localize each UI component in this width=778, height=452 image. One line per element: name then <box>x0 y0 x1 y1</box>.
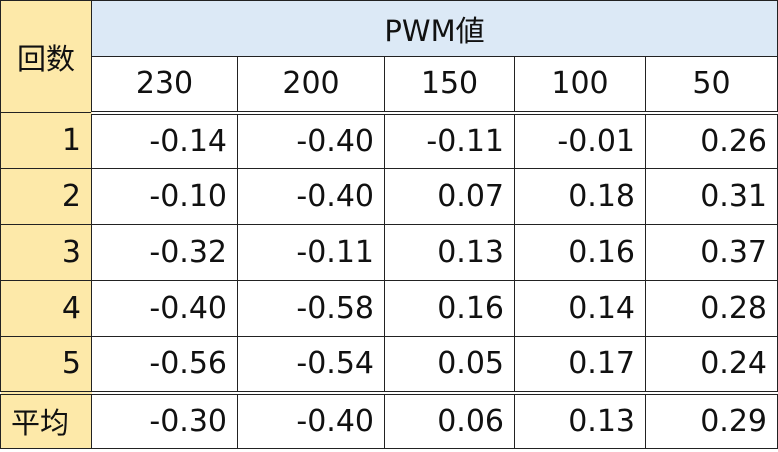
row-label: 2 <box>0 168 92 225</box>
data-cell: -0.40 <box>237 168 385 225</box>
data-cell: -0.10 <box>91 168 238 225</box>
table-row: 5 -0.56 -0.54 0.05 0.17 0.24 <box>0 336 778 393</box>
table-row: 1 -0.14 -0.40 -0.11 -0.01 0.26 <box>0 112 778 169</box>
average-label: 平均 <box>0 390 92 449</box>
corner-header: 回数 <box>0 0 92 113</box>
data-cell: 0.17 <box>514 336 646 393</box>
average-cell: -0.40 <box>237 390 385 449</box>
column-header: 230 <box>91 56 238 115</box>
data-cell: 0.37 <box>644 224 778 281</box>
data-cell: -0.58 <box>237 280 385 337</box>
data-cell: 0.18 <box>514 168 646 225</box>
average-cell: 0.06 <box>384 390 515 449</box>
data-cell: -0.11 <box>237 224 385 281</box>
data-cell: -0.56 <box>91 336 238 393</box>
table-row: 4 -0.40 -0.58 0.16 0.14 0.28 <box>0 280 778 337</box>
average-cell: -0.30 <box>91 390 238 449</box>
row-label: 3 <box>0 224 92 281</box>
column-header-row: 230 200 150 100 50 <box>1 56 778 115</box>
average-row: 平均 -0.30 -0.40 0.06 0.13 0.29 <box>0 390 778 449</box>
data-cell: 0.26 <box>644 112 778 169</box>
table-row: 2 -0.10 -0.40 0.07 0.18 0.31 <box>0 168 778 225</box>
data-cell: -0.40 <box>237 112 385 169</box>
data-cell: -0.14 <box>91 112 238 169</box>
data-cell: 0.14 <box>514 280 646 337</box>
data-cell: 0.13 <box>384 224 515 281</box>
column-header: 150 <box>384 56 515 115</box>
average-cell: 0.13 <box>514 390 646 449</box>
column-header: 50 <box>644 56 778 115</box>
data-cell: -0.11 <box>384 112 515 169</box>
row-label: 5 <box>0 336 92 393</box>
data-cell: -0.40 <box>91 280 238 337</box>
data-cell: -0.01 <box>514 112 646 169</box>
row-label: 4 <box>0 280 92 337</box>
average-cell: 0.29 <box>644 390 778 449</box>
data-cell: -0.32 <box>91 224 238 281</box>
data-cell: 0.28 <box>644 280 778 337</box>
data-cell: -0.54 <box>237 336 385 393</box>
data-cell: 0.31 <box>644 168 778 225</box>
data-cell: 0.16 <box>384 280 515 337</box>
pwm-group-header: PWM値 <box>90 0 778 57</box>
table-row: 3 -0.32 -0.11 0.13 0.16 0.37 <box>0 224 778 281</box>
data-cell: 0.07 <box>384 168 515 225</box>
group-header-row: 回数 PWM値 <box>0 0 778 113</box>
data-cell: 0.16 <box>514 224 646 281</box>
data-cell: 0.24 <box>644 336 778 393</box>
column-header: 200 <box>237 56 385 115</box>
row-label: 1 <box>0 112 92 169</box>
column-header: 100 <box>514 56 646 115</box>
data-cell: 0.05 <box>384 336 515 393</box>
